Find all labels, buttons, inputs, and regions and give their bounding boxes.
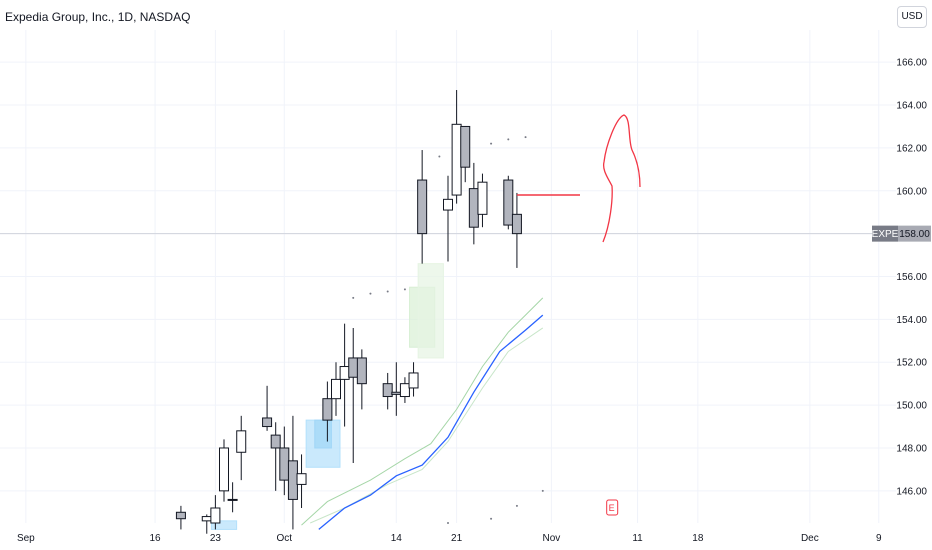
candle-body [443,198,453,211]
ma-slow-line [301,297,544,526]
time-tick-label: 21 [451,533,463,544]
highlight-box [210,520,238,530]
ticker-tag [872,225,898,242]
time-tick-label: 18 [692,533,704,544]
candle-body [227,498,238,501]
projection-dot [386,290,389,293]
candle-body [210,507,221,524]
candle-body [270,434,281,449]
price-axis: 146.00 148.00 150.00 152.00 154.00 156.00 160.… [872,58,931,497]
candle-body [322,398,333,421]
candle-body [287,460,298,500]
price-tick-label: 156.00 [896,272,927,283]
ma-fast-line [318,314,544,530]
candle-body [399,383,410,398]
projection-dot [524,136,527,139]
highlight-boxes [210,263,444,530]
projection-dot [403,288,406,291]
candle-body [503,179,514,226]
price-tick-label: 164.00 [896,101,927,112]
candle-body [382,383,393,398]
projection-dot [447,522,449,524]
price-tick-label: 152.00 [896,358,927,369]
projection-dot [515,504,518,507]
candlesticks [175,90,522,534]
projection-dot [438,155,441,158]
time-tick-label: Sep [17,533,35,544]
candle-body [408,372,419,389]
candle-body [468,188,479,228]
projection-dot [490,517,493,520]
price-tick-label: 162.00 [896,143,927,154]
chart-title: Expedia Group, Inc., 1D, NASDAQ [5,10,191,24]
candle-body [391,391,402,395]
candle-body [279,447,290,481]
drawn-arrow [602,114,641,243]
candle-body [339,366,350,380]
highlight-box [417,263,444,359]
projection-dots [352,136,544,524]
price-tick-label: 146.00 [896,486,927,497]
projection-dot [541,489,544,492]
time-tick-label: 14 [391,533,403,544]
annotations: E [516,114,641,516]
highlight-box [314,419,332,449]
price-tick-label: 154.00 [896,315,927,326]
time-axis: Sep 16 23 Oct 14 21 Nov 11 18 Dec 9 [17,533,882,544]
last-price-label: 158.00 [899,229,930,240]
price-tick-label: 148.00 [896,443,927,454]
projection-dot [352,296,355,299]
projection-dot [369,292,372,295]
price-tick-label: 160.00 [896,186,927,197]
time-tick-label: Dec [801,533,819,544]
price-tick-label: 166.00 [896,58,927,69]
candle-body [296,473,307,485]
moving-averages [301,297,544,530]
candle-body [219,447,229,492]
chart-grid [0,30,896,523]
time-tick-label: Nov [542,533,560,544]
price-tick-label: 150.00 [896,401,927,412]
candle-body [175,511,186,520]
candle-body [201,516,212,522]
candle-body [236,430,247,453]
candle-body [356,357,367,385]
earnings-marker [606,499,619,516]
candle-body [477,181,488,215]
time-tick-label: 23 [210,533,222,544]
candle-body [460,125,471,168]
time-tick-label: 9 [876,533,882,544]
candle-body [331,378,341,400]
candle-body [451,123,462,196]
time-tick-label: Oct [277,533,293,544]
time-tick-label: 11 [632,533,643,544]
earnings-marker-label: E [609,503,615,513]
projection-dot [490,142,493,145]
candle-body [348,357,359,378]
projection-dot [507,138,510,141]
candle-body [262,417,273,428]
candle-body [511,213,522,235]
time-tick-label: 16 [150,533,162,544]
currency-selector[interactable]: USD [897,6,927,28]
candle-body [417,179,428,235]
ticker-tag-label: EXPE [872,229,899,240]
last-price-tag [898,225,931,242]
